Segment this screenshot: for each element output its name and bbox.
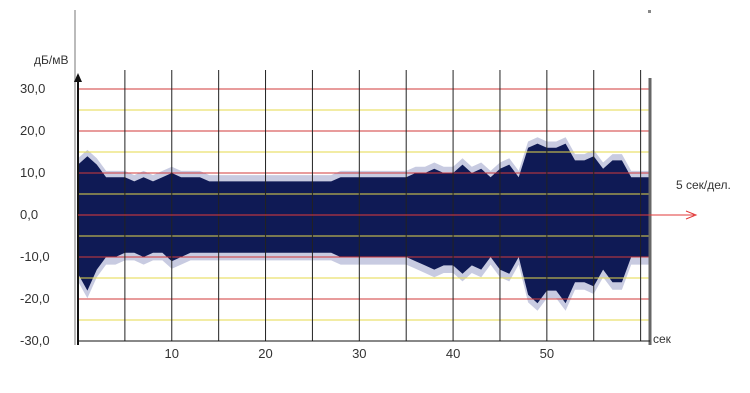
y-tick-label: -20,0: [20, 291, 50, 306]
x-tick-label: 40: [446, 346, 460, 361]
x-tick-label: 30: [352, 346, 366, 361]
time-scale-label: 5 сек/дел.: [676, 178, 731, 192]
y-tick-label: 0,0: [20, 207, 38, 222]
corner-marker: [648, 10, 651, 13]
y-tick-label: -30,0: [20, 333, 50, 348]
x-tick-label: 10: [165, 346, 179, 361]
axes: [74, 10, 698, 345]
signal-series-0: [78, 143, 650, 304]
signal-envelope: [78, 143, 650, 304]
y-tick-label: 10,0: [20, 165, 45, 180]
y-axis-unit-label: дБ/мВ: [34, 53, 68, 67]
y-tick-label: 20,0: [20, 123, 45, 138]
x-tick-label: 50: [540, 346, 554, 361]
time-axis-arrow: [685, 210, 698, 220]
y-tick-label: -10,0: [20, 249, 50, 264]
y-axis-arrow: [74, 73, 82, 82]
x-tick-label: 20: [258, 346, 272, 361]
x-axis-unit-label: сек: [653, 332, 672, 346]
y-tick-label: 30,0: [20, 81, 45, 96]
labels: дБ/мВ сек 5 сек/дел. 30,0 20,0 10,0 0,0 -10,…: [20, 53, 731, 361]
